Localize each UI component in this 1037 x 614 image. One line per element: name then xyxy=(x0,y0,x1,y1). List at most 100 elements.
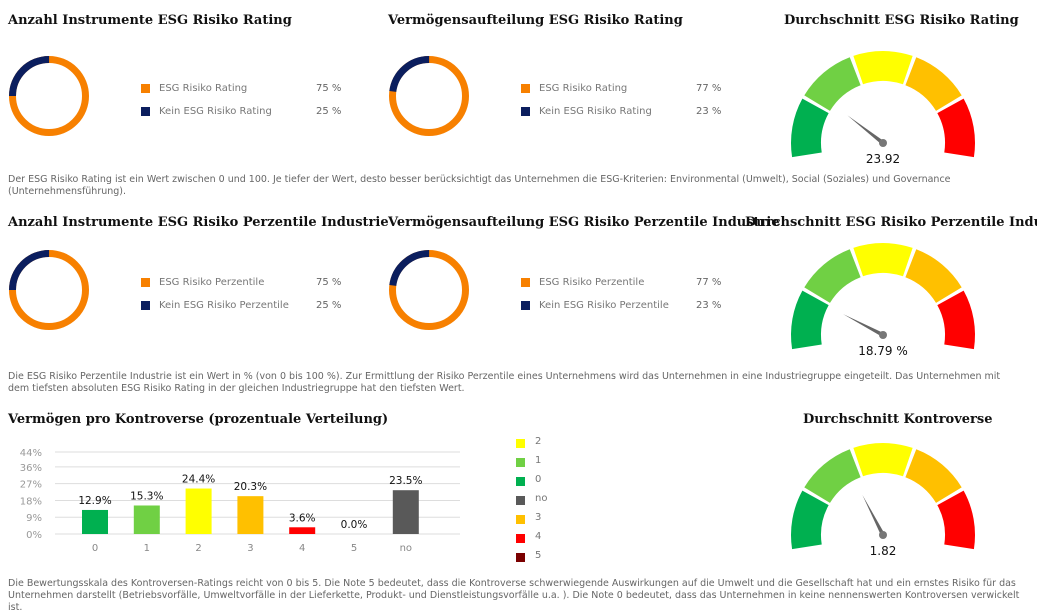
legend-label: 5 xyxy=(535,550,542,561)
description: Der ESG Risiko Rating ist ein Wert zwisc… xyxy=(8,174,951,197)
bar-chart: 0% 9% 18% 27% 36% 44% 12.9% 0 15.3% 1 24.4% 2 20.3% 3… xyxy=(20,448,460,554)
x-tick-label: 1 xyxy=(144,543,150,554)
legend-swatch xyxy=(141,278,150,287)
legend-value: 25 % xyxy=(316,300,342,311)
donut-slice xyxy=(389,56,469,136)
data-label: 20.3% xyxy=(234,481,267,493)
donut-title: Vermögensaufteilung ESG Risiko Rating xyxy=(388,13,683,28)
legend-value: 75 % xyxy=(316,83,342,94)
x-tick-label: 4 xyxy=(299,543,305,554)
legend-swatch xyxy=(521,278,530,287)
donut-chart: ESG Risiko Perzentile 77 % Kein ESG Risiko… xyxy=(380,242,740,342)
legend-value: 25 % xyxy=(316,106,342,117)
legend-swatch xyxy=(141,301,150,310)
gauge-segment xyxy=(791,98,829,158)
x-tick-label: no xyxy=(400,543,412,554)
gauge-pivot xyxy=(879,531,887,539)
legend-label: 2 xyxy=(535,436,542,447)
gauge-segment xyxy=(937,490,975,550)
legend-swatch xyxy=(516,496,525,505)
gauge-value: 18.79 % xyxy=(858,344,908,358)
gauge-segment xyxy=(791,290,829,350)
donut-title: Vermögensaufteilung ESG Risiko Perzentil… xyxy=(388,215,780,230)
gauge-pivot xyxy=(879,139,887,147)
legend-label: ESG Risiko Rating xyxy=(539,83,628,94)
legend-swatch xyxy=(516,439,525,448)
gauge-title: Durchschnitt ESG Risiko Perzentile Indus… xyxy=(745,215,1037,230)
donut-title: Anzahl Instrumente ESG Risiko Rating xyxy=(8,13,292,28)
gauge-segment xyxy=(853,243,913,277)
donut-slice xyxy=(9,250,89,330)
y-tick-label: 18% xyxy=(20,496,42,507)
gauge-segment xyxy=(853,443,913,477)
bar xyxy=(392,490,419,534)
donut-svg xyxy=(389,56,469,136)
legend-label: 1 xyxy=(535,455,542,466)
donut-chart: ESG Risiko Perzentile 75 % Kein ESG Risiko… xyxy=(0,242,360,342)
legend-swatch xyxy=(516,515,525,524)
legend-swatch xyxy=(516,553,525,562)
legend-swatch xyxy=(141,84,150,93)
gauge-chart: 23.92 xyxy=(783,43,983,172)
bar xyxy=(185,488,212,534)
legend-value: 77 % xyxy=(696,277,722,288)
legend-label: Kein ESG Risiko Perzentile xyxy=(159,300,289,311)
data-label: 3.6% xyxy=(289,512,316,524)
legend-value: 23 % xyxy=(696,300,722,311)
data-label: 12.9% xyxy=(78,495,111,507)
legend-swatch xyxy=(521,107,530,116)
data-label: 23.5% xyxy=(389,475,422,487)
donut-svg xyxy=(389,250,469,330)
x-tick-label: 5 xyxy=(351,543,357,554)
y-tick-label: 9% xyxy=(26,513,42,524)
bar xyxy=(289,527,316,534)
donut-chart: ESG Risiko Rating 75 % Kein ESG Risiko Rat… xyxy=(0,48,360,148)
bar xyxy=(133,505,160,534)
legend-label: 4 xyxy=(535,531,542,542)
donut-chart: ESG Risiko Rating 77 % Kein ESG Risiko Rat… xyxy=(380,48,740,148)
bar xyxy=(82,509,108,534)
gauge-needle xyxy=(843,314,884,337)
legend-value: 75 % xyxy=(316,277,342,288)
gauge-needle xyxy=(862,494,885,536)
description: Die Bewertungsskala des Kontroversen-Rat… xyxy=(8,578,1020,613)
y-tick-label: 44% xyxy=(20,448,42,459)
gauge-title: Durchschnitt ESG Risiko Rating xyxy=(784,13,1019,28)
legend-label: ESG Risiko Perzentile xyxy=(539,277,645,288)
gauge-value: 1.82 xyxy=(870,544,897,558)
legend-value: 23 % xyxy=(696,106,722,117)
gauge-segment xyxy=(804,449,861,503)
x-tick-label: 0 xyxy=(92,543,98,554)
donut-slice xyxy=(389,250,469,330)
data-label: 24.4% xyxy=(182,474,215,486)
legend-swatch xyxy=(521,84,530,93)
gauge-svg: 18.79 % xyxy=(791,243,975,358)
gauge-svg: 23.92 xyxy=(791,51,975,166)
bar-chart-title: Vermögen pro Kontroverse (prozentuale Ve… xyxy=(8,412,389,427)
donut-title: Anzahl Instrumente ESG Risiko Perzentile… xyxy=(8,215,389,230)
gauge-segment xyxy=(804,249,861,303)
gauge-svg: 1.82 xyxy=(791,443,975,558)
legend-swatch xyxy=(516,534,525,543)
y-tick-label: 36% xyxy=(20,463,42,474)
gauge-segment xyxy=(905,449,962,503)
x-tick-label: 3 xyxy=(247,543,253,554)
gauge-segment xyxy=(937,290,975,350)
data-label: 15.3% xyxy=(130,490,163,502)
legend-swatch xyxy=(141,107,150,116)
donut-svg xyxy=(9,56,89,136)
gauge-segment xyxy=(804,57,861,111)
gauge-segment xyxy=(937,98,975,158)
donut-svg xyxy=(9,250,89,330)
legend-label: ESG Risiko Perzentile xyxy=(159,277,265,288)
legend-label: Kein ESG Risiko Perzentile xyxy=(539,300,669,311)
gauge-chart: 18.79 % xyxy=(783,235,983,364)
legend-label: 3 xyxy=(535,512,542,523)
gauge-title: Durchschnitt Kontroverse xyxy=(803,412,993,427)
gauge-value: 23.92 xyxy=(866,152,900,166)
gauge-segment xyxy=(791,490,829,550)
gauge-segment xyxy=(853,51,913,85)
legend-value: 77 % xyxy=(696,83,722,94)
legend-label: ESG Risiko Rating xyxy=(159,83,248,94)
legend-label: Kein ESG Risiko Rating xyxy=(159,106,272,117)
